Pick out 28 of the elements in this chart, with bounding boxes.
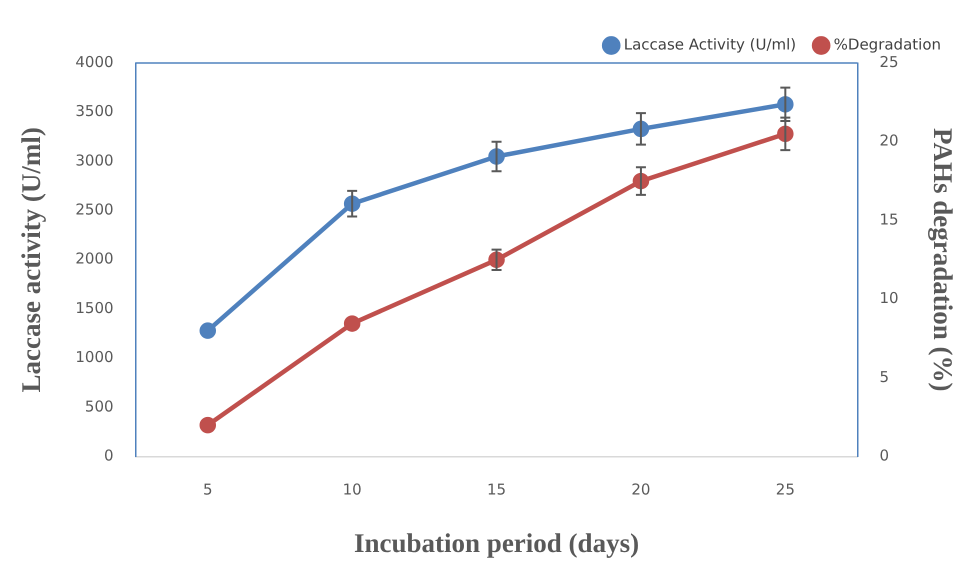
x-axis-title: Incubation period (days) — [354, 528, 640, 558]
y-tick-label: 0 — [104, 446, 114, 464]
x-tick-label: 20 — [631, 480, 650, 498]
y2-tick-label: 15 — [880, 210, 899, 228]
legend-label: %Degradation — [834, 35, 941, 54]
x-tick-label: 10 — [342, 480, 362, 498]
y2-tick-label: 5 — [880, 368, 890, 386]
legend-label: Laccase Activity (U/ml) — [624, 35, 796, 54]
y-axis-title: Laccase activity (U/ml) — [16, 127, 46, 393]
y2-axis-title: PAHs degradation (%) — [928, 128, 958, 392]
point — [344, 315, 360, 332]
y-tick-label: 3000 — [75, 151, 114, 170]
x-tick-label: 15 — [486, 480, 506, 498]
y2-tick-label: 0 — [880, 446, 890, 464]
y-tick-label: 4000 — [75, 52, 114, 71]
y-tick-label: 3500 — [75, 102, 114, 120]
y2-tick-label: 10 — [880, 289, 899, 308]
point — [200, 322, 216, 339]
x-tick-label: 25 — [776, 480, 795, 498]
point — [200, 416, 216, 434]
y-tick-label: 2000 — [75, 250, 114, 268]
y-tick-label: 1000 — [75, 348, 114, 366]
y-tick-label: 1500 — [75, 298, 114, 317]
x-tick-label: 5 — [202, 480, 213, 498]
y-tick-label: 2500 — [75, 200, 114, 218]
y2-tick-label: 20 — [880, 132, 899, 150]
y2-tick-label: 25 — [880, 52, 899, 71]
y-tick-label: 500 — [84, 397, 114, 416]
